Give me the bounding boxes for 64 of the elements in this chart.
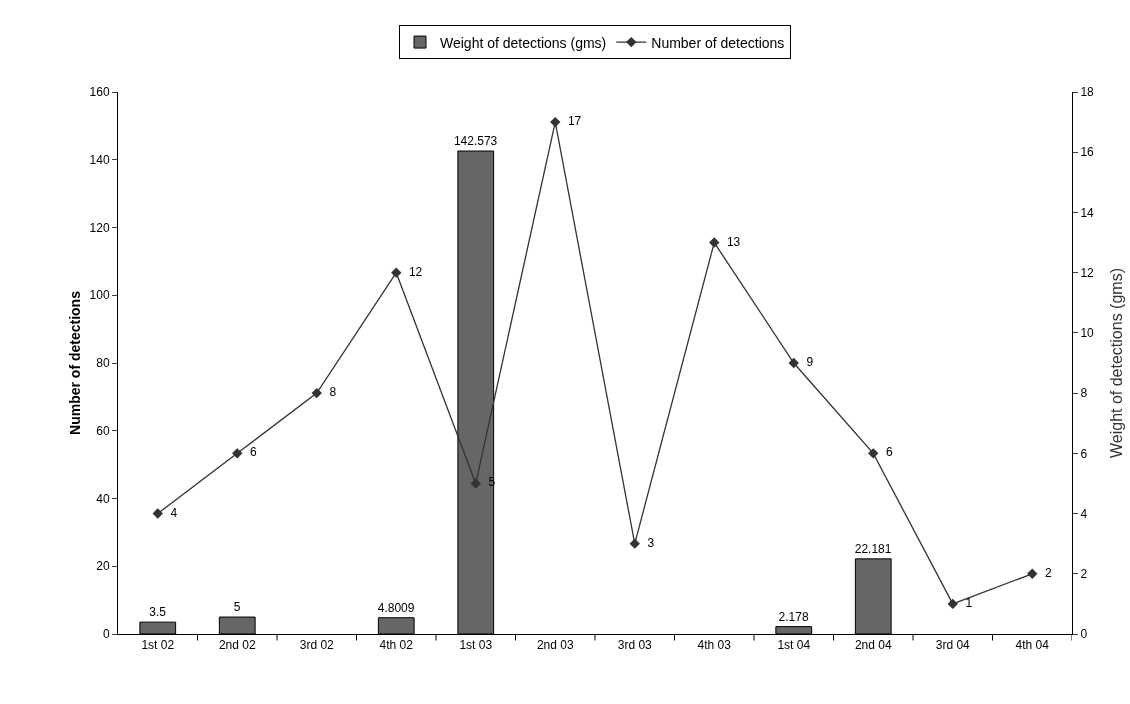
data-label: 6 — [879, 445, 893, 460]
x-tick-label: 4th 04 — [1015, 638, 1050, 653]
y2-tick-label: 10 — [1080, 326, 1095, 341]
x-tick-label: 2nd 03 — [536, 638, 574, 653]
y2-tick-label: 16 — [1080, 145, 1095, 160]
point — [788, 357, 799, 369]
data-label: 13 — [720, 234, 741, 249]
y2-tick-label: 12 — [1080, 265, 1095, 280]
data-label: 8 — [322, 385, 337, 400]
point — [868, 448, 879, 459]
data-label: 5 — [233, 600, 241, 615]
legend-label: Weight of detections (gms) — [440, 34, 607, 51]
point — [629, 538, 640, 549]
x-tick-label: 2nd 02 — [218, 638, 256, 653]
data-label: 22.181 — [854, 541, 892, 556]
y2-tick-label: 6 — [1080, 446, 1088, 461]
point — [550, 116, 561, 128]
data-label: 12 — [402, 264, 423, 279]
data-label: 1 — [958, 595, 973, 610]
y2-tick-label: 2 — [1080, 566, 1088, 581]
point — [391, 267, 402, 278]
x-tick-label: 4th 03 — [697, 638, 732, 653]
x-tick-label: 2nd 04 — [854, 638, 892, 653]
y2-tick-label: 18 — [1080, 85, 1095, 100]
y-axis-title: Number of detections — [67, 290, 83, 435]
x-tick-label: 1st 04 — [777, 638, 811, 653]
data-label: 3.5 — [149, 605, 167, 620]
y2-tick-label: 14 — [1080, 205, 1095, 220]
data-label: 4.8009 — [377, 600, 415, 615]
point — [470, 478, 481, 489]
point — [947, 598, 958, 610]
y2-tick-label: 8 — [1080, 386, 1088, 401]
y-tick-label: 140 — [89, 152, 110, 167]
x-tick-label: 1st 03 — [459, 638, 493, 653]
data-label: 2 — [1038, 565, 1052, 580]
point — [311, 387, 322, 399]
y-tick-label: 0 — [102, 627, 110, 642]
y2-axis-title: Weight of detections (gms) — [1108, 267, 1125, 459]
y-tick-label: 40 — [96, 491, 110, 506]
y-tick-label: 80 — [96, 356, 110, 371]
x-tick-label: 1st 02 — [141, 638, 175, 653]
y-tick-label: 60 — [96, 423, 110, 438]
y-tick-label: 120 — [89, 220, 110, 235]
point — [709, 237, 720, 248]
data-label: 2.178 — [778, 609, 809, 624]
data-label: 142.573 — [453, 134, 498, 149]
data-label: 3 — [640, 535, 655, 550]
data-label: 6 — [243, 445, 257, 460]
y-tick-label: 160 — [89, 85, 110, 100]
y-tick-label: 20 — [96, 559, 110, 574]
point — [152, 508, 163, 519]
x-tick-label: 4th 02 — [379, 638, 414, 653]
data-label: 9 — [799, 355, 814, 369]
point — [1027, 568, 1038, 579]
point — [232, 448, 243, 459]
x-tick-label: 3rd 02 — [299, 638, 335, 653]
x-tick-label: 3rd 03 — [617, 638, 653, 653]
y-tick-label: 100 — [89, 288, 110, 303]
data-label: 17 — [561, 114, 582, 129]
y2-tick-label: 4 — [1080, 506, 1088, 521]
y2-tick-label: 0 — [1080, 627, 1088, 642]
legend-label: Number of detections — [651, 34, 785, 51]
x-tick-label: 3rd 04 — [935, 638, 971, 653]
data-label: 4 — [163, 505, 178, 520]
